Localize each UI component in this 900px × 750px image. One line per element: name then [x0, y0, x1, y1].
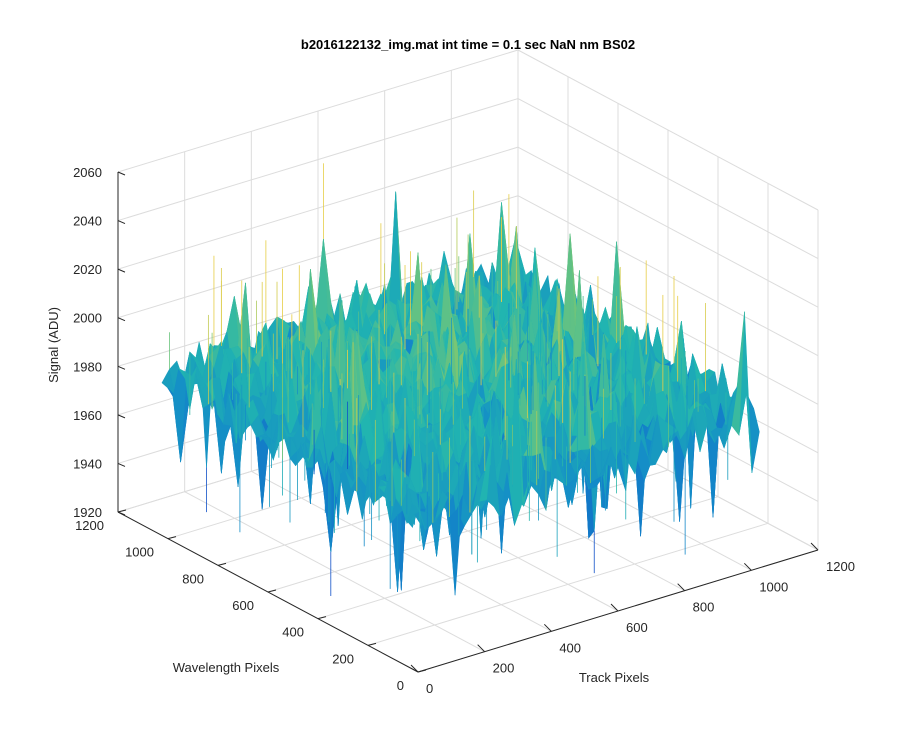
x-axis-label: Track Pixels — [579, 670, 650, 685]
back-wall-grid-line — [117, 195, 519, 319]
y-tick-mark — [267, 589, 277, 593]
y-tick-mark — [217, 562, 227, 566]
z-tick-mark — [117, 365, 126, 370]
z-tick-label: 2000 — [73, 311, 102, 326]
back-wall-grid-line — [117, 98, 519, 222]
z-tick-label: 2040 — [73, 214, 102, 229]
z-axis-label: Signal (ADU) — [46, 307, 61, 383]
y-tick-label: 1000 — [125, 545, 154, 560]
x-tick-label: 600 — [626, 620, 648, 635]
z-tick-label: 1920 — [73, 505, 102, 520]
x-tick-mark — [810, 542, 819, 551]
side-wall-grid-line — [517, 195, 819, 357]
chart-title: b2016122132_img.mat int time = 0.1 sec N… — [301, 37, 635, 52]
y-tick-mark — [317, 616, 327, 620]
floor-grid-line — [367, 522, 769, 646]
x-tick-mark — [410, 664, 419, 673]
x-tick-label: 0 — [426, 681, 433, 696]
y-tick-mark — [367, 642, 377, 646]
side-wall-grid-line — [517, 49, 819, 211]
z-tick-mark — [117, 511, 126, 516]
z-tick-mark — [117, 462, 126, 467]
y-tick-mark — [417, 669, 427, 673]
x-tick-mark — [477, 644, 486, 653]
x-tick-mark — [610, 603, 619, 612]
y-axis-label: Wavelength Pixels — [173, 660, 280, 675]
z-tick-mark — [117, 220, 126, 225]
z-tick-mark — [117, 414, 126, 419]
y-tick-label: 0 — [397, 678, 404, 693]
z-tick-label: 2060 — [73, 165, 102, 180]
z-tick-mark — [117, 171, 126, 176]
x-tick-label: 1000 — [759, 579, 788, 594]
z-tick-mark — [117, 317, 126, 322]
z-tick-label: 1980 — [73, 359, 102, 374]
back-wall-grid-line — [117, 49, 519, 173]
x-tick-mark — [677, 583, 686, 592]
surface-layer — [161, 163, 760, 596]
z-tick-label: 1940 — [73, 456, 102, 471]
y-tick-label: 1200 — [75, 518, 104, 533]
y-tick-label: 800 — [182, 571, 204, 586]
back-wall-grid-line — [117, 146, 519, 270]
x-tick-label: 1200 — [826, 559, 855, 574]
x-tick-label: 400 — [559, 640, 581, 655]
y-tick-label: 400 — [282, 625, 304, 640]
y-tick-mark — [167, 536, 177, 540]
z-tick-label: 2020 — [73, 262, 102, 277]
x-tick-label: 200 — [493, 661, 515, 676]
z-tick-label: 1960 — [73, 408, 102, 423]
y-tick-label: 200 — [332, 651, 354, 666]
tick-layer: 0 200 400 600 800 1000 1200 0 200 400 600 800 1000 12… — [73, 165, 855, 696]
side-wall-grid-line — [517, 98, 819, 260]
y-tick-mark — [117, 509, 127, 513]
z-tick-mark — [117, 268, 126, 273]
x-tick-mark — [543, 623, 552, 632]
floor-grid-line — [317, 496, 719, 620]
y-tick-label: 600 — [232, 598, 254, 613]
side-wall-grid-line — [517, 146, 819, 308]
x-tick-label: 800 — [693, 600, 715, 615]
x-tick-mark — [743, 562, 752, 571]
